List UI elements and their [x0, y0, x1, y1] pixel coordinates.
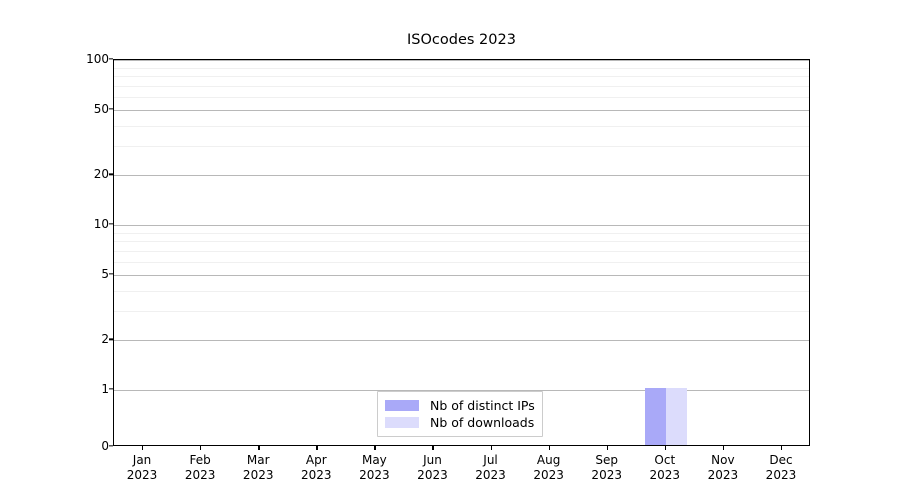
bar: [644, 387, 666, 445]
x-tick-month: May: [361, 453, 387, 467]
y-axis-tick-marks: [109, 58, 113, 447]
x-tick-year: 2023: [242, 468, 274, 482]
gridline-minor: [114, 85, 809, 87]
gridline-minor: [114, 146, 809, 148]
x-axis-tick-label: May 2023: [359, 453, 390, 483]
gridline-minor: [114, 67, 809, 69]
chart-legend: Nb of distinct IPs Nb of downloads: [377, 391, 543, 437]
gridline-major: [114, 60, 809, 61]
x-axis: Jan 2023 Feb 2023 Mar 2023 Apr 2023 May 2023 Jun 20…: [113, 446, 810, 496]
y-axis-tick-label: 20: [93, 167, 109, 182]
legend-item: Nb of distinct IPs: [385, 397, 535, 414]
x-axis-tick-label: Jun 2023: [417, 453, 448, 483]
x-axis-tick-mark: [316, 446, 318, 450]
x-axis-tick-label: Apr 2023: [301, 453, 332, 483]
gridline-minor: [114, 290, 809, 292]
gridline-major: [114, 340, 809, 342]
x-axis-tick-mark: [200, 446, 202, 450]
x-axis-tick-label: Jul 2023: [475, 453, 506, 483]
x-tick-year: 2023: [649, 468, 681, 482]
plot-area: [113, 59, 810, 446]
gridline-major: [114, 389, 809, 391]
x-tick-month: Oct: [654, 453, 676, 467]
x-tick-year: 2023: [126, 468, 158, 482]
gridline-minor: [114, 125, 809, 127]
y-axis-tick-mark: [109, 108, 113, 110]
chart-title: ISOcodes 2023: [407, 32, 516, 48]
x-tick-month: Sep: [595, 453, 619, 467]
legend-item: Nb of downloads: [385, 414, 535, 431]
y-axis-tick-label: 0: [101, 439, 109, 453]
gridline-minor: [114, 311, 809, 313]
y-axis-tick-mark: [109, 223, 113, 225]
x-axis-tick-mark: [432, 446, 434, 450]
x-axis-tick-label: Mar 2023: [243, 453, 274, 483]
x-tick-year: 2023: [591, 468, 622, 482]
x-tick-year: 2023: [707, 468, 739, 482]
x-axis-tick-mark: [722, 446, 725, 450]
x-tick-month: Jun: [423, 453, 442, 467]
x-tick-year: 2023: [533, 468, 564, 482]
x-tick-month: Apr: [305, 453, 327, 467]
x-tick-year: 2023: [475, 468, 506, 482]
x-tick-month: Mar: [246, 453, 270, 467]
y-axis-tick-labels: 0 1 2 5 10 20 50 100: [62, 52, 109, 453]
x-axis-tick-label: Feb 2023: [185, 453, 216, 483]
x-tick-month: Nov: [711, 453, 735, 467]
x-tick-month: Dec: [769, 453, 793, 467]
x-tick-month: Feb: [189, 453, 211, 467]
x-tick-month: Jan: [132, 453, 152, 467]
x-axis-tick-mark: [780, 446, 783, 450]
x-tick-year: 2023: [765, 468, 797, 482]
legend-label-downloads: Nb of downloads: [430, 415, 535, 430]
x-axis-tick-label: Aug 2023: [533, 453, 564, 483]
y-axis-tick-mark: [109, 388, 113, 390]
x-axis-tick-mark: [548, 446, 550, 450]
x-axis-tick-label: Nov 2023: [708, 453, 739, 483]
x-axis-tick-mark: [664, 446, 667, 450]
x-axis-tick-mark: [258, 446, 260, 450]
y-axis-tick-mark: [109, 173, 113, 175]
x-tick-year: 2023: [417, 468, 448, 482]
gridline-major: [114, 175, 809, 177]
legend-label-distinct-ips: Nb of distinct IPs: [430, 398, 535, 413]
x-axis-tick-mark: [142, 446, 144, 450]
x-axis-tick-mark: [606, 446, 608, 450]
x-axis-tick-label: Dec 2023: [766, 453, 797, 483]
x-axis-tick-label: Sep 2023: [591, 453, 622, 483]
x-tick-year: 2023: [359, 468, 390, 482]
y-axis-tick-label: 2: [101, 332, 109, 347]
gridline-minor: [114, 240, 809, 242]
x-axis-tick-mark: [374, 446, 376, 450]
y-axis-tick-label: 50: [93, 101, 109, 116]
y-axis-tick-mark: [109, 338, 113, 340]
x-tick-year: 2023: [301, 468, 332, 482]
gridline-minor: [114, 250, 809, 252]
gridline-major: [114, 224, 809, 226]
y-axis-tick-mark: [109, 445, 113, 447]
y-axis-tick-label: 10: [93, 216, 109, 231]
bar: [665, 387, 687, 445]
y-axis-tick-mark: [109, 272, 113, 275]
legend-swatch-downloads: [385, 417, 419, 428]
gridline-minor: [114, 96, 809, 98]
x-tick-year: 2023: [184, 468, 216, 482]
y-axis-tick-label: 1: [101, 381, 109, 396]
x-axis-tick-mark: [490, 446, 492, 450]
x-tick-month: Aug: [536, 453, 561, 467]
y-axis-tick-label: 5: [101, 266, 109, 281]
legend-swatch-distinct-ips: [385, 400, 419, 411]
gridline-major: [114, 109, 809, 111]
x-tick-month: Jul: [483, 453, 498, 467]
x-axis-tick-label: Jan 2023: [127, 453, 158, 483]
y-axis-tick-label: 100: [86, 52, 109, 66]
y-axis-tick-mark: [109, 58, 113, 60]
gridline-minor: [114, 232, 809, 234]
x-axis-tick-label: Oct 2023: [650, 453, 681, 483]
gridline-major: [114, 274, 809, 276]
gridline-minor: [114, 261, 809, 263]
gridline-minor: [114, 75, 809, 77]
